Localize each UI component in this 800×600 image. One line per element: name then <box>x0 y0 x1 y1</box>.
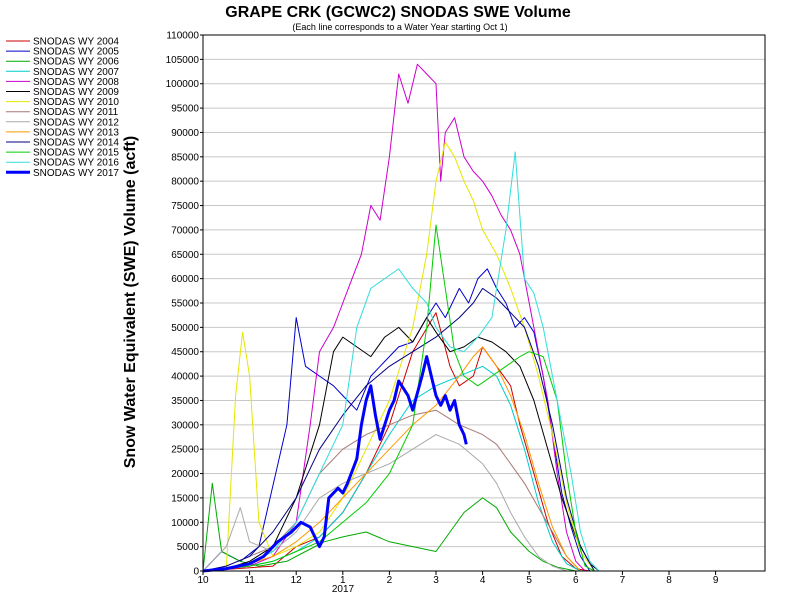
chart-subtitle: (Each line corresponds to a Water Year s… <box>292 22 507 32</box>
x-tick-label-3: 1 <box>340 575 346 586</box>
plot-area <box>202 34 766 572</box>
legend-label-9: SNODAS WY 2013 <box>33 127 119 138</box>
x-tick-label-1: 11 <box>244 575 255 586</box>
y-tick-label-13: 65000 <box>171 250 199 261</box>
legend-label-0: SNODAS WY 2004 <box>33 37 119 48</box>
y-tick-label-10: 50000 <box>171 323 199 334</box>
y-tick-label-9: 45000 <box>171 347 199 358</box>
data-series <box>202 63 600 573</box>
x-tick-label-9: 7 <box>620 575 626 586</box>
grid-lines <box>203 58 765 548</box>
chart-title: GRAPE CRK (GCWC2) SNODAS SWE Volume <box>225 4 571 21</box>
y-tick-label-3: 15000 <box>171 493 199 504</box>
y-tick-label-5: 25000 <box>171 445 199 456</box>
series-line-wy-2010 <box>202 141 595 572</box>
series-line-wy-2015 <box>202 224 595 572</box>
legend-label-8: SNODAS WY 2012 <box>33 117 119 128</box>
y-tick-label-1: 5000 <box>177 542 200 553</box>
y-tick-label-7: 35000 <box>171 396 199 407</box>
y-tick-label-2: 10000 <box>171 518 199 529</box>
legend-label-6: SNODAS WY 2010 <box>33 97 119 108</box>
x-axis-year-label: 2017 <box>332 584 355 595</box>
y-axis-ticks: 0 5000 10000 15000 20000 25000 30000 35000 40000… <box>166 31 203 578</box>
x-tick-label-11: 9 <box>713 575 719 586</box>
series-line-wy-2012 <box>202 434 567 572</box>
series-line-wy-2014 <box>202 287 595 572</box>
legend-label-3: SNODAS WY 2007 <box>33 67 119 78</box>
x-tick-label-4: 2 <box>387 575 393 586</box>
x-tick-label-2: 12 <box>291 575 303 586</box>
series-line-wy-2016 <box>202 151 600 572</box>
x-tick-label-10: 8 <box>666 575 672 586</box>
y-tick-label-17: 85000 <box>171 152 199 163</box>
y-axis-label: Snow Water Equivalent (SWE) Volume (acft… <box>122 136 139 468</box>
x-tick-label-5: 3 <box>433 575 439 586</box>
y-tick-label-11: 55000 <box>171 299 199 310</box>
series-line-wy-2017 <box>202 355 468 573</box>
legend-label-11: SNODAS WY 2015 <box>33 148 119 159</box>
y-tick-label-12: 60000 <box>171 274 199 285</box>
x-tick-label-0: 10 <box>197 575 209 586</box>
y-tick-label-18: 90000 <box>171 128 199 139</box>
legend-label-1: SNODAS WY 2005 <box>33 47 119 58</box>
x-tick-label-6: 4 <box>480 575 486 586</box>
y-tick-label-4: 20000 <box>171 469 199 480</box>
legend-label-13: SNODAS WY 2017 <box>33 168 119 179</box>
legend-label-4: SNODAS WY 2008 <box>33 77 119 88</box>
x-tick-label-7: 5 <box>526 575 532 586</box>
y-tick-label-20: 100000 <box>166 79 200 90</box>
legend-label-5: SNODAS WY 2009 <box>33 87 119 98</box>
legend-label-10: SNODAS WY 2014 <box>33 138 119 149</box>
legend-label-12: SNODAS WY 2016 <box>33 158 119 169</box>
series-line-wy-2013 <box>202 346 581 572</box>
y-tick-label-6: 30000 <box>171 420 199 431</box>
y-tick-label-0: 0 <box>193 567 199 578</box>
y-tick-label-15: 75000 <box>171 201 199 212</box>
x-tick-label-8: 6 <box>573 575 579 586</box>
y-tick-label-16: 80000 <box>171 177 199 188</box>
legend-label-7: SNODAS WY 2011 <box>33 107 119 118</box>
y-tick-label-8: 40000 <box>171 372 199 383</box>
x-axis-ticks: 10 11 12 1 2 3 4 5 6 7 8 9 <box>197 571 719 586</box>
y-tick-label-19: 95000 <box>171 104 199 115</box>
series-line-wy-2009 <box>202 317 600 572</box>
series-line-wy-2008 <box>202 63 586 572</box>
y-tick-label-22: 110000 <box>166 31 199 42</box>
y-tick-label-14: 70000 <box>171 225 199 236</box>
legend-label-2: SNODAS WY 2006 <box>33 57 119 68</box>
y-tick-label-21: 105000 <box>166 55 200 66</box>
